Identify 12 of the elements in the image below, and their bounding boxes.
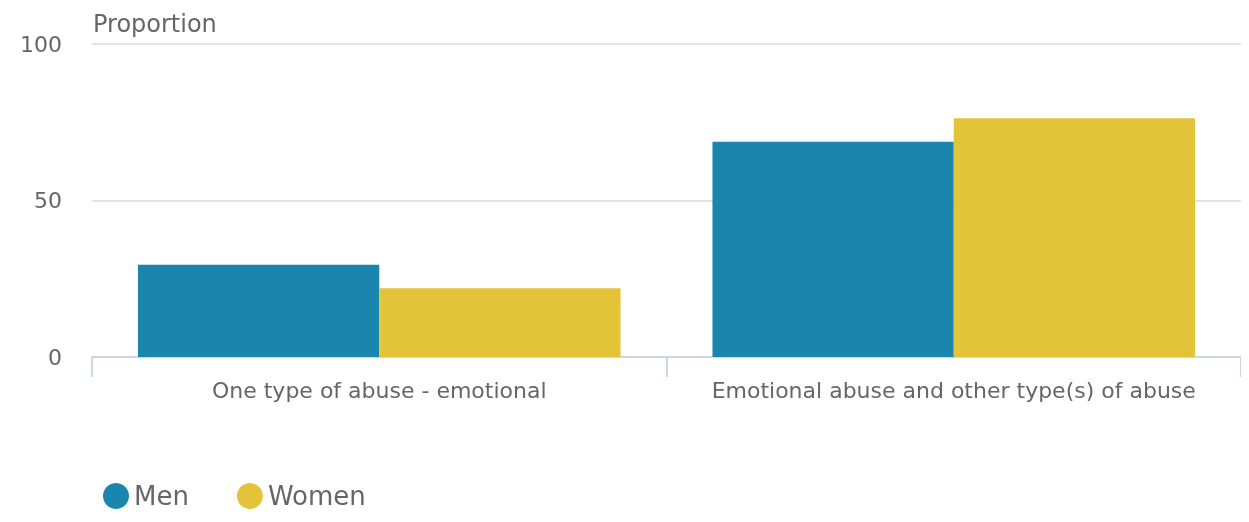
y-tick-label: 50: [34, 188, 62, 213]
bar: [379, 288, 621, 357]
bar: [137, 264, 380, 357]
y-tick-label: 0: [48, 344, 62, 370]
x-tick-label: One type of abuse - emotional: [211, 377, 547, 403]
bar: [712, 141, 954, 357]
y-tick-label: 100: [20, 31, 62, 57]
x-tick-label: Emotional abuse and other type(s) of abuse: [711, 377, 1196, 403]
y-axis-title: Proportion: [93, 10, 217, 38]
legend-label: Men: [134, 481, 189, 511]
legend-label: Women: [267, 481, 366, 511]
bar: [953, 118, 1196, 357]
